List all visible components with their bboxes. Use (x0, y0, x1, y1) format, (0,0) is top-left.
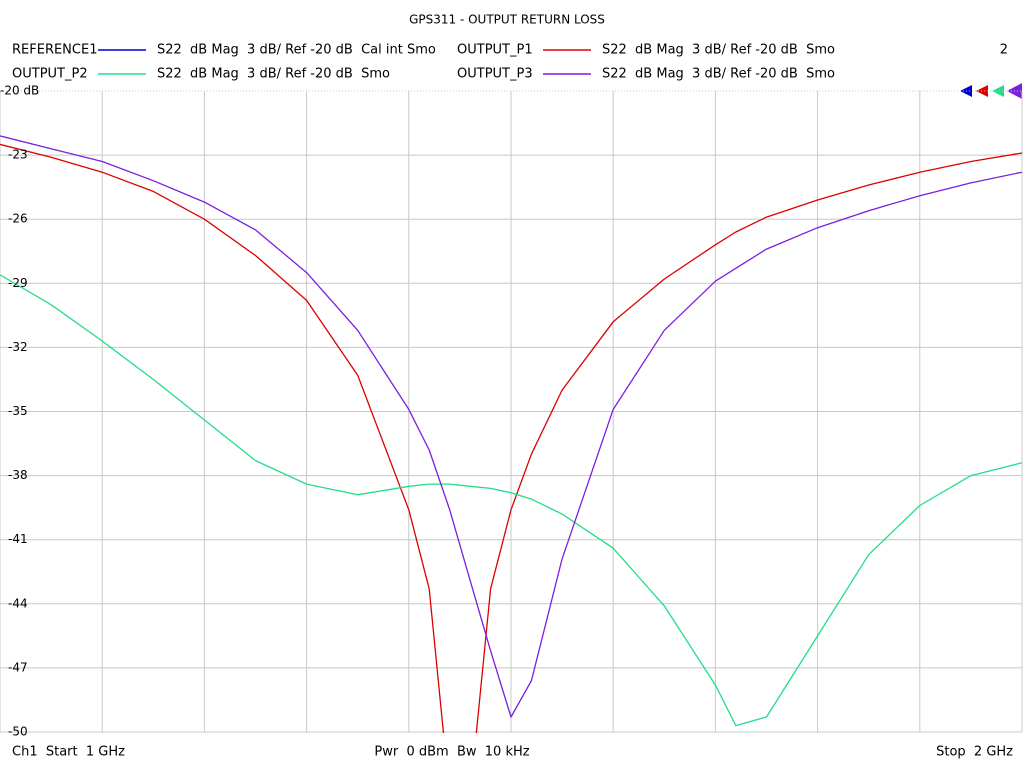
y-tick-label: -38 (8, 468, 28, 482)
y-tick-label: -47 (8, 660, 28, 674)
y-tick-label: -50 (8, 725, 28, 739)
trace-indicator: 2 (1000, 43, 1008, 58)
legend-description: S22 dB Mag 3 dB/ Ref -20 dB Cal int Smo (157, 43, 436, 58)
trace-line (0, 135, 1023, 718)
y-tick-label: -29 (8, 276, 28, 290)
trace-line (0, 143, 1023, 733)
y-tick-label: -20 dB (0, 84, 39, 98)
chart-title: GPS311 - OUTPUT RETURN LOSS (409, 13, 605, 27)
y-tick-label: -23 (8, 148, 28, 162)
legend-name: OUTPUT_P1 (457, 43, 533, 58)
footer-center: Pwr 0 dBm Bw 10 kHz (374, 745, 529, 760)
footer-right: Stop 2 GHz (936, 745, 1013, 760)
y-tick-label: -44 (8, 596, 28, 610)
legend-name: REFERENCE1 (12, 43, 97, 58)
y-tick-label: -41 (8, 532, 28, 546)
legend-name: OUTPUT_P3 (457, 67, 533, 82)
traces (0, 135, 1023, 733)
footer-left: Ch1 Start 1 GHz (12, 745, 125, 760)
legend-description: S22 dB Mag 3 dB/ Ref -20 dB Smo (157, 67, 390, 82)
legend-name: OUTPUT_P2 (12, 67, 88, 82)
y-tick-label: -32 (8, 340, 28, 354)
labels: -20 dB -23 -26 -29 -32 -35 -38 -41 -44 -47 -50 REFE… (0, 43, 835, 739)
trace-line (0, 274, 1023, 727)
legend-description: S22 dB Mag 3 dB/ Ref -20 dB Smo (602, 67, 835, 82)
y-tick-label: -26 (8, 212, 28, 226)
grid (0, 90, 1023, 733)
y-tick-label: -35 (8, 404, 28, 418)
legend-description: S22 dB Mag 3 dB/ Ref -20 dB Smo (602, 43, 835, 58)
